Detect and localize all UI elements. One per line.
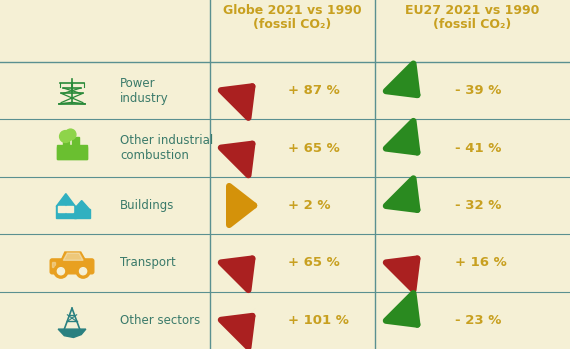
Polygon shape [56, 194, 75, 207]
Text: Other industrial
combustion: Other industrial combustion [120, 134, 213, 162]
Text: + 16 %: + 16 % [455, 257, 507, 269]
Bar [52, 262, 55, 267]
Point [60, 133, 70, 139]
Circle shape [76, 264, 90, 278]
Circle shape [80, 268, 87, 275]
Polygon shape [56, 147, 87, 159]
Text: Buildings: Buildings [120, 199, 174, 212]
Text: - 39 %: - 39 % [455, 84, 502, 97]
Text: (fossil CO₂): (fossil CO₂) [433, 18, 512, 31]
Polygon shape [61, 252, 86, 261]
Text: Power
industry: Power industry [120, 77, 169, 105]
FancyBboxPatch shape [50, 259, 94, 274]
Text: - 23 %: - 23 % [455, 314, 502, 327]
Polygon shape [58, 329, 86, 337]
Circle shape [58, 268, 64, 275]
Text: + 2 %: + 2 % [288, 199, 331, 212]
Text: + 65 %: + 65 % [288, 257, 340, 269]
Bar [66, 206, 72, 213]
Text: + 101 %: + 101 % [288, 314, 349, 327]
Text: - 32 %: - 32 % [455, 199, 502, 212]
Text: + 87 %: + 87 % [288, 84, 340, 97]
Text: Other sectors: Other sectors [120, 314, 200, 327]
Bar [58, 206, 65, 213]
Text: (fossil CO₂): (fossil CO₂) [254, 18, 332, 31]
Text: EU27 2021 vs 1990: EU27 2021 vs 1990 [405, 4, 540, 17]
Text: - 41 %: - 41 % [455, 142, 502, 155]
Bar [74, 209, 89, 218]
Bar [56, 207, 75, 218]
Circle shape [54, 264, 68, 278]
Point [66, 132, 75, 137]
Polygon shape [63, 253, 83, 260]
Polygon shape [74, 201, 89, 209]
Text: Transport: Transport [120, 257, 176, 269]
Bar [56, 145, 87, 159]
Bar [72, 137, 79, 147]
Bar [63, 137, 69, 147]
Text: Globe 2021 vs 1990: Globe 2021 vs 1990 [223, 4, 362, 17]
Text: + 65 %: + 65 % [288, 142, 340, 155]
